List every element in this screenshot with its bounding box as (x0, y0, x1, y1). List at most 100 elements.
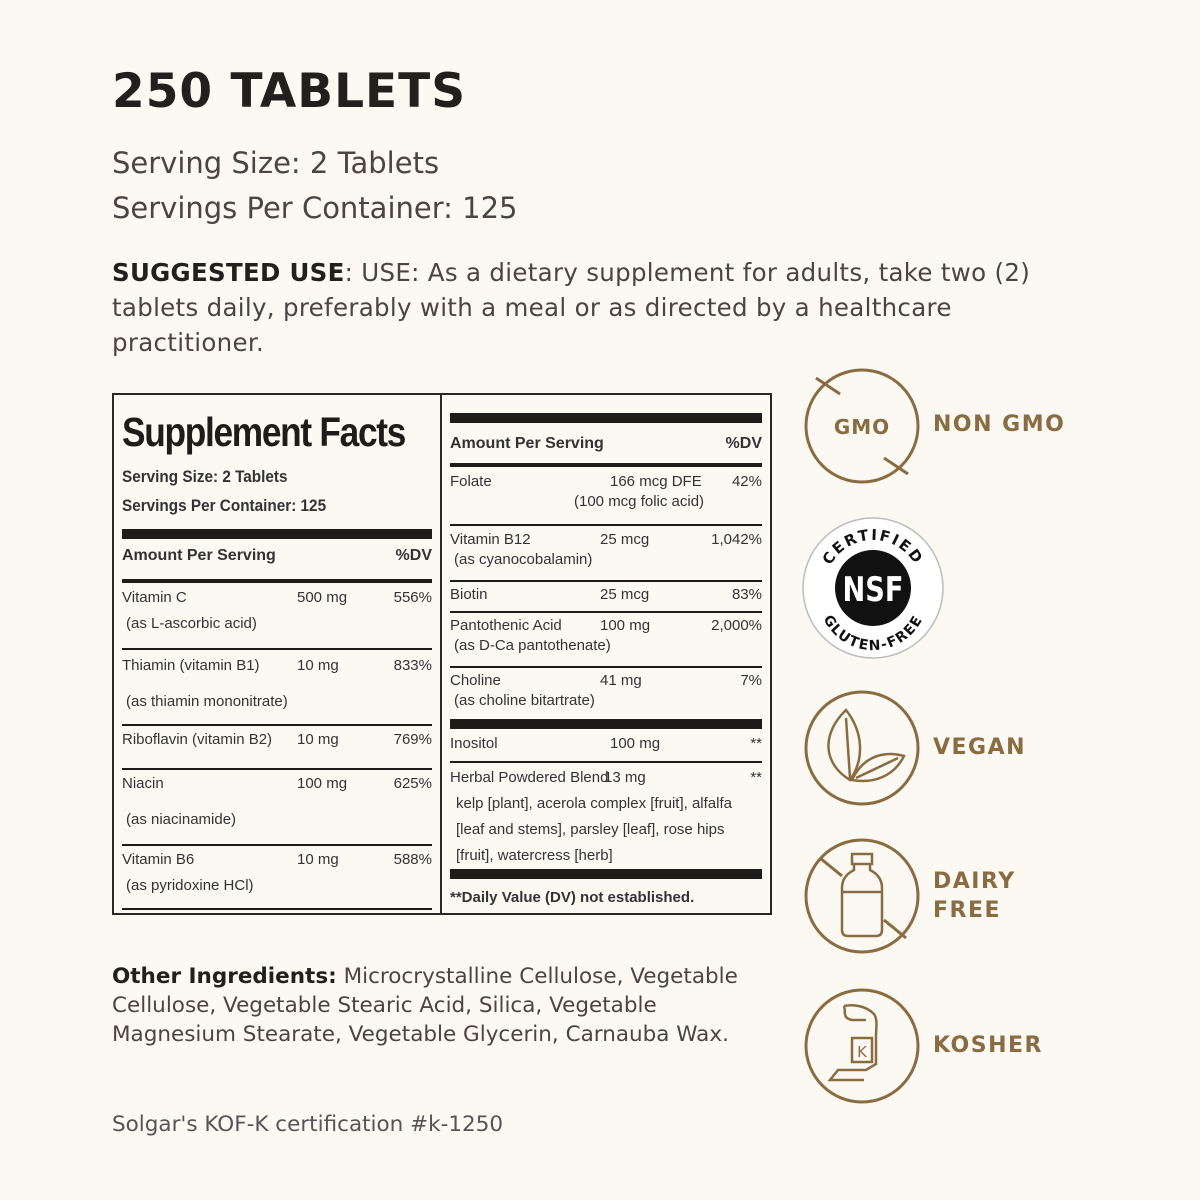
amount-header-row: Amount Per Serving %DV (450, 431, 762, 459)
amount-per-serving-label: Amount Per Serving (122, 547, 276, 564)
supplement-facts-right-panel: Amount Per Serving %DV Folate 166 mcg DFE 42… (440, 393, 772, 915)
nutrient-name: Inositol (450, 735, 498, 752)
servings-per-container: Servings Per Container: 125 (112, 191, 518, 225)
nutrient-amount: 100 mg (600, 617, 651, 634)
nutrient-amount: 500 mg (297, 589, 348, 606)
nutrient-row: Folate 166 mcg DFE 42% (100 mcg folic acid) (450, 469, 762, 523)
divider (122, 648, 432, 650)
badge-label-kosher: KOSHER (933, 1033, 1043, 1058)
divider (450, 463, 762, 467)
divider (450, 761, 762, 763)
divider (122, 579, 432, 583)
other-ingredients: Other Ingredients: Microcrystalline Cell… (112, 962, 752, 1049)
nutrient-dv: 833% (393, 657, 432, 674)
other-ingredients-label: Other Ingredients: (112, 964, 337, 989)
nutrient-dv: 42% (731, 473, 762, 490)
gmo-icon-text: GMO (834, 415, 890, 439)
nutrient-amount: 100 mg (610, 735, 661, 752)
nutrient-amount: 166 mcg DFE (610, 473, 702, 490)
nutrient-dv: 769% (393, 731, 432, 748)
divider (450, 666, 762, 668)
nutrient-amount: 100 mg (297, 775, 348, 792)
nutrient-dv: ** (750, 769, 762, 786)
amount-per-serving-label: Amount Per Serving (450, 435, 604, 452)
nutrient-row: Inositol 100 mg ** (450, 731, 762, 759)
nutrient-row: Riboflavin (vitamin B2) 10 mg 769% (122, 727, 432, 767)
nutrient-dv: 588% (393, 851, 432, 868)
nutrient-name: Pantothenic Acid (450, 617, 562, 634)
suggested-use-label: SUGGESTED USE (112, 258, 345, 287)
nutrient-source: (as thiamin mononitrate) (126, 693, 288, 710)
suggested-use: SUGGESTED USE: USE: As a dietary supplem… (112, 255, 1072, 360)
badge-label-dairy-free: DAIRY FREE (933, 869, 1016, 923)
badge-label-non-gmo: NON GMO (933, 412, 1066, 437)
nutrient-name: Vitamin C (122, 589, 187, 606)
nutrient-row: Vitamin B12 25 mcg 1,042% (as cyanocobalami… (450, 527, 762, 579)
divider (122, 844, 432, 846)
divider (450, 869, 762, 879)
facts-servings-per-container: Servings Per Container: 125 (122, 496, 327, 515)
dv-header-label: %DV (725, 435, 762, 452)
nutrient-amount: 10 mg (297, 731, 339, 748)
nutrient-row: Herbal Powdered Blend 13 mg ** kelp [plant]… (450, 765, 762, 865)
nutrient-name: Riboflavin (vitamin B2) (122, 731, 273, 748)
other-ingredients-text: Microcrystalline Cellulose, Vegetable Ce… (112, 964, 738, 1047)
nutrient-name: Biotin (450, 586, 488, 603)
nutrient-source: (as niacinamide) (126, 811, 237, 828)
nutrient-dv: 625% (393, 775, 432, 792)
supplement-facts-left-panel: Supplement Facts Serving Size: 2 Tablets… (112, 393, 442, 915)
nutrient-source: (as D-Ca pantothenate) (454, 637, 611, 654)
nutrient-dv: 2,000% (711, 617, 762, 634)
dv-header-label: %DV (395, 547, 432, 564)
divider (450, 719, 762, 729)
amount-header-row: Amount Per Serving %DV (122, 543, 432, 571)
divider (450, 580, 762, 582)
nsf-gluten-free-seal: CERTIFIED GLUTEN-FREE NSF (802, 517, 944, 659)
divider (122, 908, 432, 910)
nutrient-amount: 41 mg (600, 672, 642, 689)
nutrient-source: (as L-ascorbic acid) (126, 615, 257, 632)
nutrient-name: Vitamin B6 (122, 851, 195, 868)
suggested-use-text: : USE: As a dietary supplement for adult… (112, 258, 1031, 357)
nutrient-source: (as choline bitartrate) (454, 692, 595, 709)
divider (450, 524, 762, 526)
kosher-icon-text: K (857, 1043, 868, 1061)
nutrient-row: Choline 41 mg 7% (as choline bitartrate) (450, 668, 762, 716)
nutrient-amount: 25 mcg (600, 531, 650, 548)
nutrient-amount: 25 mcg (600, 586, 650, 603)
herbal-blend-ingredients: kelp [plant], acerola complex [fruit], a… (456, 795, 732, 864)
nutrient-row: Vitamin B6 10 mg 588% (as pyridoxine HCl) (122, 847, 432, 907)
nutrient-amount: 10 mg (297, 851, 339, 868)
kosher-k-icon: K (804, 988, 920, 1104)
nutrient-name: Herbal Powdered Blend (450, 769, 609, 786)
nutrient-name: Thiamin (vitamin B1) (122, 657, 260, 674)
nutrient-dv: 1,042% (711, 531, 762, 548)
divider (122, 724, 432, 726)
nutrient-dv: 556% (393, 589, 432, 606)
nutrient-dv: 83% (731, 586, 762, 603)
nutrient-name: Vitamin B12 (450, 531, 531, 548)
nutrient-amount: 13 mg (604, 769, 646, 786)
nutrient-amount-detail: (100 mcg folic acid) (574, 493, 705, 510)
nutrient-row: Vitamin C 500 mg 556% (as L-ascorbic acid) (122, 585, 432, 647)
kosher-certification: Solgar's KOF-K certification #k-1250 (112, 1112, 504, 1137)
serving-size: Serving Size: 2 Tablets (112, 146, 440, 180)
facts-serving-size: Serving Size: 2 Tablets (122, 467, 288, 486)
nutrient-row: Niacin 100 mg 625% (as niacinamide) (122, 771, 432, 843)
nutrient-amount: 10 mg (297, 657, 339, 674)
nutrient-dv: ** (750, 735, 762, 752)
leaf-icon (804, 690, 920, 806)
divider (122, 529, 432, 539)
nutrient-name: Niacin (122, 775, 164, 792)
seal-center-text: NSF (843, 570, 904, 610)
nutrient-name: Folate (450, 473, 492, 490)
page-title: 250 TABLETS (112, 64, 467, 119)
milk-bottle-crossed-icon (804, 838, 920, 954)
nutrient-source: (as pyridoxine HCl) (126, 877, 254, 894)
nutrient-source: (as cyanocobalamin) (454, 551, 593, 568)
nutrient-dv: 7% (740, 672, 762, 689)
badge-label-vegan: VEGAN (933, 735, 1027, 760)
nutrient-row: Thiamin (vitamin B1) 10 mg 833% (as thiamin… (122, 653, 432, 723)
daily-value-footnote: **Daily Value (DV) not established. (450, 889, 695, 906)
divider (450, 413, 762, 423)
